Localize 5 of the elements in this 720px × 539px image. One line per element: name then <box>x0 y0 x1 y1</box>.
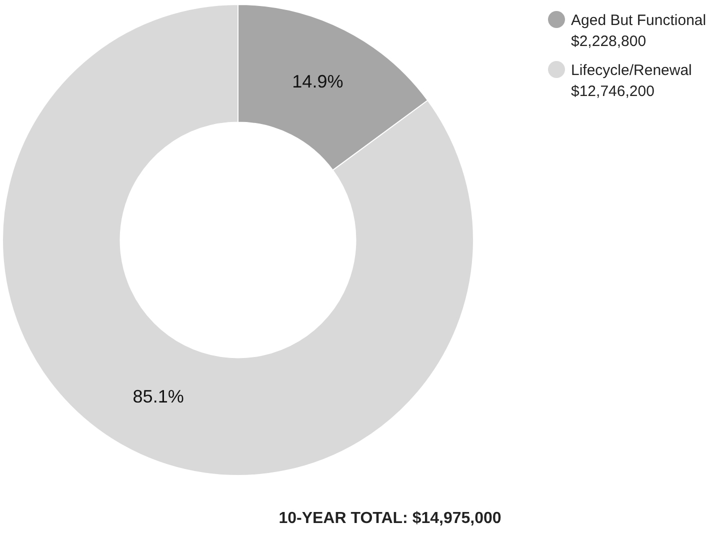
data-label: 14.9% <box>292 71 344 92</box>
text: 10-YEAR TOTAL: $14,975,000 <box>278 510 502 528</box>
legend-label: Lifecycle/Renewal $12,746,200 <box>571 61 692 102</box>
legend-label: Aged But Functional $2,228,800 <box>571 11 706 52</box>
data-label: 85.1% <box>132 386 184 407</box>
